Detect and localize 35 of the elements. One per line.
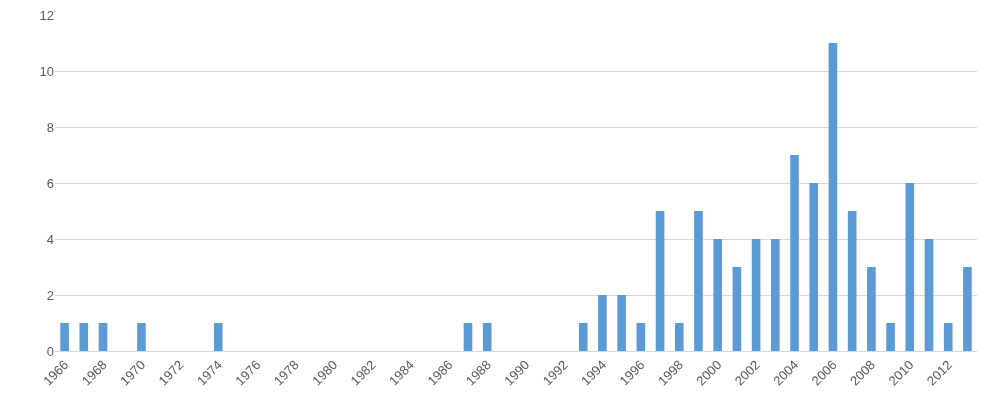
bar (79, 323, 89, 351)
bar (867, 267, 876, 351)
y-tick-label: 4 (46, 231, 54, 247)
y-tick-label: 0 (46, 343, 54, 359)
bar (732, 267, 742, 351)
bar (886, 323, 895, 351)
bar (963, 267, 972, 351)
bar (617, 295, 626, 351)
bar (790, 155, 799, 351)
y-tick-label: 8 (46, 119, 54, 135)
bar (213, 323, 223, 351)
bar (809, 183, 819, 351)
bar (98, 323, 108, 351)
bar (578, 323, 588, 351)
bar (482, 323, 492, 351)
bar (924, 239, 934, 351)
bar (770, 239, 780, 351)
bar (655, 211, 665, 351)
bar (137, 323, 146, 351)
bar (905, 183, 915, 351)
bar (463, 323, 473, 351)
bar (943, 323, 953, 351)
y-tick-label: 6 (46, 175, 54, 191)
bar (713, 239, 723, 351)
bar (636, 323, 646, 351)
y-tick-label: 12 (39, 7, 54, 23)
bar (674, 323, 684, 351)
y-tick-label: 10 (39, 63, 54, 79)
bar (828, 43, 838, 351)
bar (60, 323, 69, 351)
bar (694, 211, 703, 351)
bar (847, 211, 857, 351)
y-tick-label: 2 (46, 287, 54, 303)
bar (751, 239, 761, 351)
bar (598, 295, 607, 351)
